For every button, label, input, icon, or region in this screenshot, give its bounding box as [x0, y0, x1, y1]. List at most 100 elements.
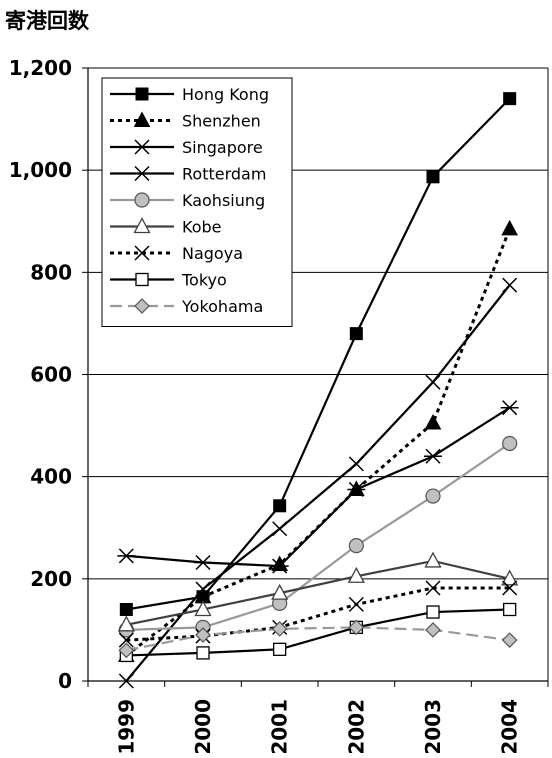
data-point — [425, 580, 441, 596]
legend-marker — [133, 165, 151, 182]
x-tick-label: 2002 — [344, 699, 368, 755]
axes — [82, 67, 549, 687]
data-point — [503, 602, 517, 617]
y-tick-label: 1,200 — [9, 56, 72, 80]
series-line — [126, 97, 511, 611]
series-kaohsiung — [118, 435, 518, 638]
x-tick-label: 1999 — [114, 699, 138, 755]
data-point — [424, 551, 442, 568]
data-point — [270, 558, 289, 574]
data-point — [501, 219, 519, 236]
data-point — [118, 673, 134, 689]
legend-label: Kobe — [182, 218, 221, 237]
legend-label: Nagoya — [182, 244, 243, 263]
data-point — [195, 627, 211, 643]
x-tick-label: 2000 — [191, 699, 215, 755]
data-point — [501, 569, 519, 586]
data-point — [349, 327, 363, 341]
legend-marker — [134, 139, 150, 155]
data-point — [195, 581, 211, 597]
legend-entry: Tokyo — [110, 271, 227, 290]
data-point — [348, 538, 364, 554]
legend-entry: Nagoya — [110, 244, 243, 263]
data-point — [425, 374, 441, 390]
x-tick-labels: 1999 2000 2001 2002 2003 2004 — [114, 699, 521, 755]
data-point — [119, 602, 133, 616]
legend-label: Yokohama — [181, 297, 263, 316]
data-point — [501, 632, 518, 648]
legend-entry: Kobe — [110, 217, 221, 237]
legend-label: Kaohsiung — [182, 191, 265, 210]
data-point — [194, 600, 212, 617]
data-point — [503, 92, 517, 106]
data-point — [424, 448, 442, 464]
legend-label: Singapore — [182, 138, 263, 157]
data-point — [194, 554, 212, 571]
series-singapore — [118, 277, 518, 689]
data-point — [502, 580, 518, 596]
legend-marker — [134, 245, 150, 261]
data-point — [426, 605, 440, 619]
y-axis-label: 寄港回数 — [5, 9, 90, 33]
data-point — [347, 566, 365, 583]
series-group — [117, 92, 519, 689]
x-tick-label: 2001 — [268, 699, 292, 755]
y-tick-labels: 0 200 400 600 800 1,000 1,200 — [9, 56, 72, 693]
legend: Hong Kong Shenzhen Singapore Rotterdam Kaohs… — [101, 77, 293, 327]
legend-box — [101, 77, 293, 327]
legend-marker — [134, 192, 150, 208]
data-point — [273, 642, 287, 656]
data-point — [117, 615, 135, 632]
series-line — [126, 559, 510, 626]
data-point — [272, 521, 288, 537]
legend-marker — [133, 111, 151, 127]
y-tick-label: 200 — [30, 567, 72, 591]
x-tick-label: 2004 — [498, 699, 522, 755]
series-line — [125, 284, 511, 682]
y-tick-label: 800 — [30, 260, 72, 284]
data-point — [425, 622, 441, 638]
legend-label: Hong Kong — [182, 85, 269, 104]
series-line — [126, 442, 511, 632]
series-line — [126, 586, 510, 642]
y-tick-label: 1,000 — [9, 158, 72, 182]
data-point — [271, 583, 289, 600]
data-point — [426, 170, 440, 184]
legend-entry: Rotterdam — [110, 165, 266, 184]
y-tick-label: 600 — [30, 363, 72, 387]
data-point — [347, 481, 366, 497]
data-point — [348, 596, 364, 612]
data-point — [118, 642, 135, 659]
legend-entry: Hong Kong — [110, 85, 269, 104]
series-kobe — [117, 551, 519, 632]
legend-marker — [135, 87, 149, 101]
data-point — [424, 413, 442, 430]
x-tick-label: 2003 — [421, 699, 445, 755]
data-point — [425, 488, 441, 504]
series-line — [126, 608, 510, 657]
data-point — [500, 400, 519, 416]
data-point — [273, 499, 287, 513]
legend-label: Rotterdam — [182, 165, 266, 184]
series-line — [126, 626, 510, 652]
legend-marker — [134, 298, 150, 314]
series-line — [126, 406, 511, 568]
data-point — [348, 456, 364, 472]
data-point — [502, 435, 518, 452]
legend-label: Tokyo — [181, 271, 227, 290]
legend-marker — [133, 217, 151, 234]
data-point — [271, 621, 288, 637]
data-point — [348, 619, 365, 636]
data-point — [118, 632, 134, 648]
series-hong-kong — [119, 92, 517, 616]
legend-entry: Kaohsiung — [110, 191, 265, 210]
legend-entry: Yokohama — [110, 297, 263, 316]
legend-entry: Shenzhen — [110, 111, 261, 131]
y-tick-label: 0 — [58, 669, 72, 693]
series-rotterdam — [117, 400, 519, 574]
series-yokohama — [118, 619, 518, 659]
y-tick-label: 400 — [30, 465, 72, 489]
legend-entry: Singapore — [110, 138, 263, 157]
legend-marker — [135, 272, 149, 287]
